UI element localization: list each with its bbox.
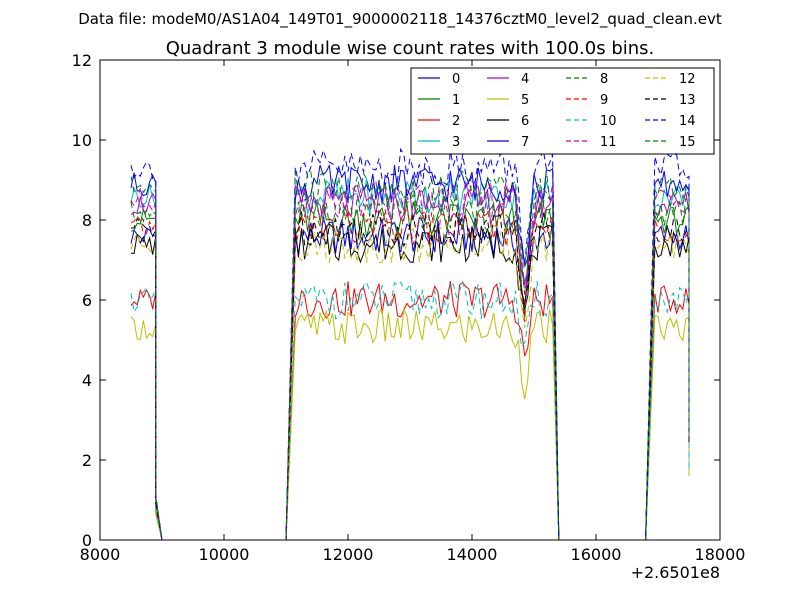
legend-label: 2 [452, 114, 460, 129]
legend-item-9: 9 [566, 93, 608, 108]
x-offset-label: +2.6501e8 [631, 563, 720, 582]
legend-label: 6 [521, 114, 529, 129]
legend-item-6: 6 [487, 114, 529, 129]
x-tick-label: 18000 [695, 545, 746, 564]
legend-item-13: 13 [645, 93, 696, 108]
legend-item-1: 1 [418, 93, 460, 108]
y-tick-labels: 0 2 4 6 8 10 12 [72, 51, 92, 550]
plot-frame [99, 59, 721, 541]
series-line-2 [130, 281, 690, 541]
legend-label: 9 [600, 93, 608, 108]
legend-item-10: 10 [566, 114, 617, 129]
legend-item-3: 3 [418, 135, 460, 150]
y-tick-label: 2 [82, 451, 92, 470]
legend-item-8: 8 [566, 72, 608, 87]
x-tick-labels: 8000 10000 12000 14000 16000 18000 [80, 545, 746, 564]
series-line-6 [130, 224, 690, 541]
legend-item-2: 2 [418, 114, 460, 129]
y-tick-label: 8 [82, 211, 92, 230]
x-tick-label: 12000 [323, 545, 374, 564]
legend-label: 5 [521, 93, 529, 108]
series-line-5 [130, 307, 690, 541]
legend-label: 4 [521, 72, 529, 87]
legend-label: 15 [679, 135, 696, 150]
legend-label: 3 [452, 135, 460, 150]
chart-suptitle: Data file: modeM0/AS1A04_149T01_90000021… [78, 10, 722, 29]
series-layer [130, 147, 690, 541]
y-tick-label: 10 [72, 131, 92, 150]
legend-item-12: 12 [645, 72, 696, 87]
legend-item-5: 5 [487, 93, 529, 108]
legend-item-14: 14 [645, 114, 696, 129]
legend-label: 14 [679, 114, 696, 129]
legend-item-7: 7 [487, 135, 529, 150]
series-line-9 [130, 208, 690, 541]
legend-item-4: 4 [487, 72, 529, 87]
legend-item-15: 15 [645, 135, 696, 150]
legend-item-11: 11 [566, 135, 617, 150]
legend-label: 1 [452, 93, 460, 108]
series-line-15 [130, 168, 690, 541]
x-tick-label: 16000 [571, 545, 622, 564]
y-tick-label: 6 [82, 291, 92, 310]
series-line-13 [130, 211, 690, 541]
legend-label: 7 [521, 135, 529, 150]
legend-label: 13 [679, 93, 696, 108]
legend-label: 11 [600, 135, 617, 150]
x-tick-label: 14000 [447, 545, 498, 564]
legend-label: 12 [679, 72, 696, 87]
y-tick-label: 4 [82, 371, 92, 390]
series-line-10 [130, 280, 690, 541]
legend-label: 0 [452, 72, 460, 87]
series-line-12 [130, 225, 690, 541]
x-tick-label: 8000 [80, 545, 121, 564]
legend-label: 8 [600, 72, 608, 87]
x-tick-label: 10000 [199, 545, 250, 564]
legend-label: 10 [600, 114, 617, 129]
y-tick-label: 0 [82, 531, 92, 550]
legend-box [410, 67, 715, 155]
chart-title: Quadrant 3 module wise count rates with … [166, 38, 655, 59]
legend-item-0: 0 [418, 72, 460, 87]
y-tick-label: 12 [72, 51, 92, 70]
